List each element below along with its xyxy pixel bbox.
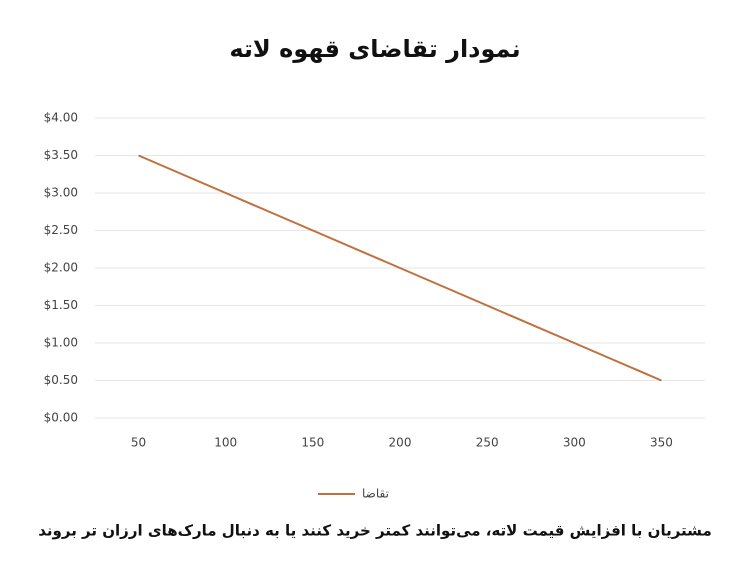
y-tick-label: $2.00 — [44, 261, 78, 275]
y-tick-label: $1.50 — [44, 298, 78, 312]
y-tick-label: $3.50 — [44, 148, 78, 162]
y-tick-label: $2.50 — [44, 223, 78, 237]
x-tick-label: 50 — [131, 436, 146, 450]
x-tick-label: 250 — [476, 436, 499, 450]
chart-title: نمودار تقاضای قهوه لاته — [229, 35, 520, 63]
x-tick-label: 300 — [563, 436, 586, 450]
y-tick-label: $0.00 — [44, 411, 78, 425]
x-tick-label: 350 — [650, 436, 673, 450]
x-tick-label: 100 — [214, 436, 237, 450]
y-tick-label: $0.50 — [44, 373, 78, 387]
line-series — [138, 154, 662, 382]
y-tick-label: $3.00 — [44, 186, 78, 200]
y-tick-label: $4.00 — [44, 111, 78, 125]
y-tick-label: $1.00 — [44, 336, 78, 350]
x-tick-label: 200 — [389, 436, 412, 450]
caption: مشتریان با افزایش قیمت لاته، می‌توانند ک… — [38, 522, 711, 540]
x-tick-label: 150 — [301, 436, 324, 450]
legend-label: تقاضا — [362, 487, 389, 501]
